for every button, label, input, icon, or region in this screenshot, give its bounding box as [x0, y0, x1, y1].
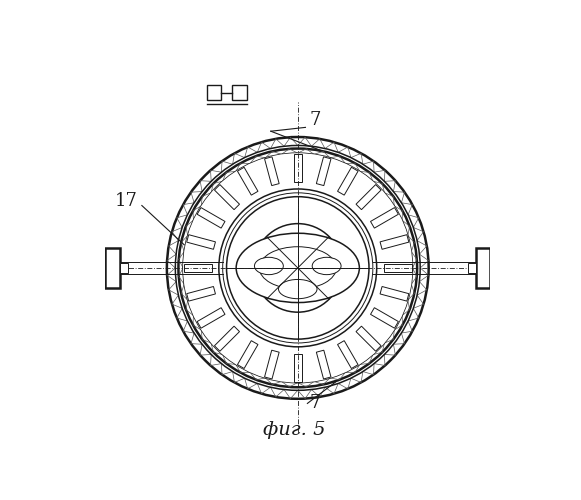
Polygon shape: [317, 350, 331, 379]
Polygon shape: [264, 157, 279, 186]
Polygon shape: [197, 308, 225, 328]
Ellipse shape: [236, 233, 360, 302]
Circle shape: [183, 153, 413, 382]
Text: 7: 7: [309, 112, 321, 130]
Ellipse shape: [259, 246, 336, 289]
Polygon shape: [317, 157, 331, 186]
Polygon shape: [380, 234, 409, 250]
Ellipse shape: [254, 258, 284, 274]
Polygon shape: [214, 326, 239, 351]
Ellipse shape: [312, 258, 341, 274]
Bar: [120, 262, 128, 274]
Polygon shape: [338, 340, 358, 368]
Polygon shape: [214, 184, 239, 210]
Bar: [105, 248, 120, 288]
Polygon shape: [356, 184, 381, 210]
Polygon shape: [264, 350, 279, 379]
Text: 17: 17: [115, 192, 138, 210]
Polygon shape: [338, 168, 358, 195]
Polygon shape: [294, 354, 302, 382]
Polygon shape: [238, 340, 258, 368]
Polygon shape: [371, 208, 399, 228]
Polygon shape: [294, 154, 302, 182]
Circle shape: [178, 148, 417, 387]
Circle shape: [253, 224, 342, 312]
Circle shape: [227, 196, 369, 339]
Ellipse shape: [278, 280, 317, 298]
Circle shape: [219, 189, 376, 347]
Circle shape: [183, 153, 413, 382]
Polygon shape: [380, 286, 409, 301]
Polygon shape: [187, 234, 216, 250]
Bar: [206, 85, 221, 100]
Polygon shape: [371, 308, 399, 328]
Circle shape: [223, 193, 373, 343]
Bar: [468, 262, 476, 274]
Polygon shape: [197, 208, 225, 228]
Polygon shape: [238, 168, 258, 195]
Bar: [232, 85, 246, 100]
Text: фиг. 5: фиг. 5: [263, 420, 325, 438]
Bar: [476, 248, 490, 288]
Polygon shape: [384, 264, 412, 272]
Polygon shape: [184, 264, 211, 272]
Circle shape: [175, 146, 420, 390]
Polygon shape: [356, 326, 381, 351]
Text: 7: 7: [309, 394, 321, 412]
Polygon shape: [187, 286, 216, 301]
Circle shape: [167, 137, 429, 399]
